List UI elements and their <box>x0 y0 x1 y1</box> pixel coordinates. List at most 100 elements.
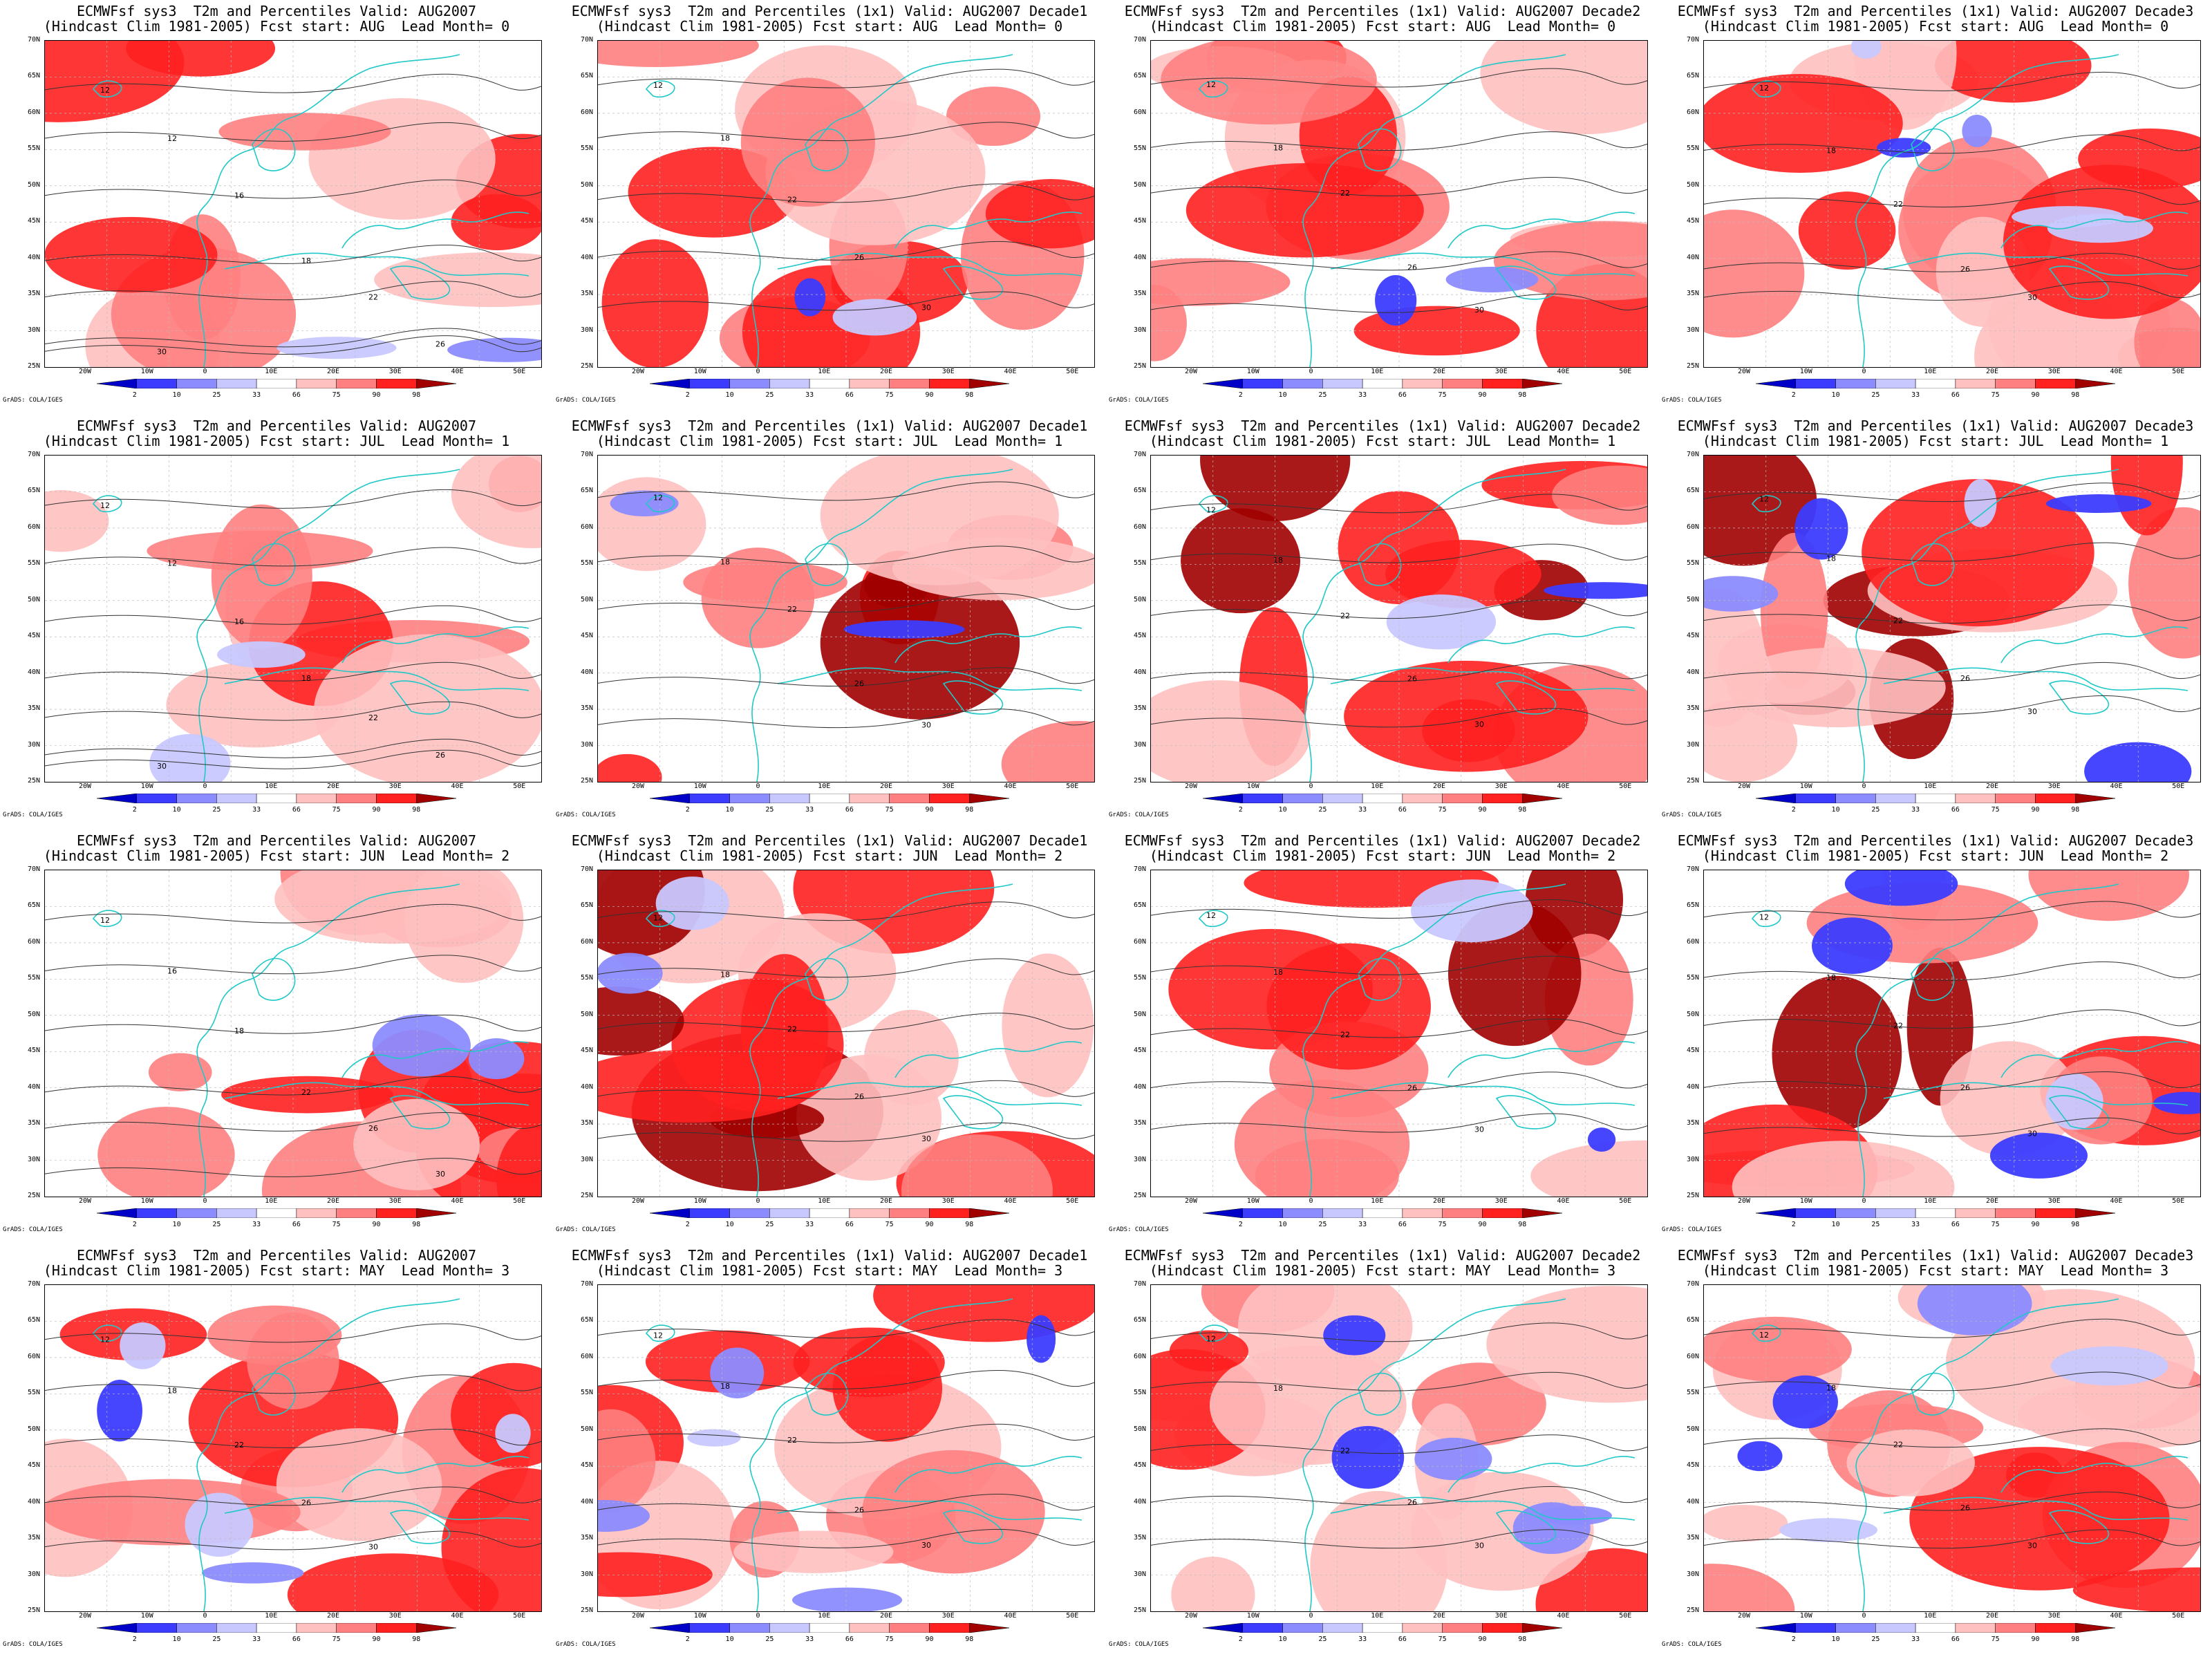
colorbar-tick-label: 2 <box>1238 391 1243 399</box>
colorbar-swatch <box>809 794 850 803</box>
latitude-label: 45N <box>581 1047 594 1055</box>
latitude-label: 60N <box>1134 1352 1147 1360</box>
contour-label: 30 <box>921 1541 931 1550</box>
coastline <box>1855 883 2119 1197</box>
coastline <box>1751 1324 1781 1342</box>
longitude-label: 50E <box>2172 368 2185 375</box>
latitude-label: 50N <box>1134 595 1147 603</box>
grads-credit: GrADS: COLA/IGES <box>1662 397 1722 404</box>
latitude-label: 55N <box>1134 1389 1147 1397</box>
coastline <box>1330 1497 1635 1521</box>
coastline <box>777 252 1082 276</box>
colorbar-swatch <box>1915 1623 1956 1633</box>
coastline <box>1302 1298 1566 1611</box>
colorbar-tick-label: 2 <box>1238 1635 1243 1643</box>
contour-label: 26 <box>1960 265 1970 274</box>
warm-anomaly-area <box>1798 191 1896 270</box>
latitude-label: 65N <box>28 487 41 495</box>
colorbar-swatch <box>729 1208 770 1218</box>
coastline <box>92 80 122 98</box>
colorbar-tick-label: 98 <box>412 1221 421 1228</box>
colorbar-swatch <box>1835 1623 1876 1633</box>
coastline <box>2000 626 2188 664</box>
latitude-label: 30N <box>1687 1155 1700 1163</box>
contour-label: 12 <box>167 559 177 568</box>
latitude-label: 50N <box>1687 1010 1700 1018</box>
colorbar-swatch <box>889 379 930 388</box>
coastline <box>1358 1372 1402 1416</box>
isotherm-contour <box>1704 1071 2200 1091</box>
colorbar <box>649 794 1010 803</box>
panel-title: ECMWFsf sys3 T2m and Percentiles (1x1) V… <box>571 1247 1088 1264</box>
colorbar-swatch <box>176 1208 217 1218</box>
longitude-label: 10W <box>1246 782 1259 790</box>
panel-title: ECMWFsf sys3 T2m and Percentiles Valid: … <box>77 1247 476 1264</box>
latitude-label: 60N <box>28 937 41 946</box>
colorbar-tick-label: 90 <box>925 1635 934 1643</box>
coastline <box>1883 1082 2188 1106</box>
isotherm-contour <box>1151 293 1647 313</box>
contour-label: 16 <box>167 967 177 976</box>
map-panel: ECMWFsf sys3 T2m and Percentiles (1x1) V… <box>1659 0 2212 415</box>
colorbar-tick-label: 66 <box>1398 1635 1407 1643</box>
colorbar-swatch <box>809 1208 850 1218</box>
longitude-label: 0 <box>756 1612 760 1620</box>
colorbar-tick-label: 90 <box>925 391 934 399</box>
panel-title: ECMWFsf sys3 T2m and Percentiles Valid: … <box>77 832 476 849</box>
colorbar-swatch <box>2074 379 2116 388</box>
cold-anomaly-area <box>1323 1315 1386 1356</box>
colorbar-tick-label: 75 <box>332 1221 341 1228</box>
map-panel: ECMWFsf sys3 T2m and Percentiles Valid: … <box>0 0 553 415</box>
latitude-label: 70N <box>1687 865 1700 873</box>
warm-anomaly-area <box>1530 1140 1647 1197</box>
coastline <box>1358 543 1402 586</box>
colorbar-swatch <box>1322 794 1363 803</box>
isotherm-contour <box>598 593 1094 612</box>
cold-anomaly-area <box>832 299 917 336</box>
anomaly-map: 12 18 22 26 30 <box>1703 1284 2201 1612</box>
latitude-label: 35N <box>1687 290 1700 298</box>
warm-anomaly-area <box>1480 41 1647 135</box>
warm-anomaly-area <box>45 489 109 552</box>
isotherm-contour <box>1704 542 2200 562</box>
cold-anomaly-area <box>1538 1506 1612 1526</box>
contour-label: 18 <box>720 133 730 142</box>
colorbar-swatch <box>1915 379 1956 388</box>
longitude-label: 20E <box>327 1612 340 1620</box>
coastline <box>2048 680 2110 715</box>
coastline <box>1911 1372 1955 1416</box>
isotherm-contour <box>1151 899 1647 919</box>
colorbar-tick-label: 25 <box>1318 391 1327 399</box>
anomaly-map: 12 16 18 22 26 30 <box>44 870 542 1197</box>
longitude-label: 20E <box>1986 368 1999 375</box>
coastline <box>2000 212 2188 249</box>
contour-label: 18 <box>301 674 311 683</box>
latitude-label: 40N <box>1134 1082 1147 1091</box>
cold-anomaly-area <box>710 1347 765 1398</box>
colorbar-swatch <box>376 1208 417 1218</box>
latitude-label: 65N <box>1134 901 1147 910</box>
isotherm-contour <box>598 1080 1094 1100</box>
coastline <box>1911 957 1955 1001</box>
latitude-label: 70N <box>1687 1280 1700 1288</box>
longitude-label: 10E <box>265 1612 278 1620</box>
colorbar-tick-label: 90 <box>1478 391 1487 399</box>
longitude-label: 20E <box>880 1197 893 1205</box>
coastline <box>1198 1324 1228 1342</box>
colorbar-swatch <box>216 379 257 388</box>
longitude-label: 10E <box>1924 782 1937 790</box>
map-panel: ECMWFsf sys3 T2m and Percentiles (1x1) V… <box>553 1244 1106 1659</box>
colorbar-swatch <box>809 379 850 388</box>
longitude-label: 20E <box>327 1197 340 1205</box>
contour-label: 30 <box>1474 720 1484 729</box>
longitude-label: 40E <box>2110 1197 2123 1205</box>
longitude-label: 0 <box>1862 1612 1866 1620</box>
isotherm-contour <box>45 1323 541 1343</box>
colorbar-tick-label: 25 <box>1318 1635 1327 1643</box>
contour-label: 26 <box>1407 674 1417 683</box>
contour-label: 26 <box>1960 674 1970 683</box>
longitude-label: 20E <box>1986 782 1999 790</box>
latitude-label: 25N <box>1134 362 1147 370</box>
cold-anomaly-area <box>185 1492 254 1557</box>
colorbar-swatch <box>1402 1208 1443 1218</box>
